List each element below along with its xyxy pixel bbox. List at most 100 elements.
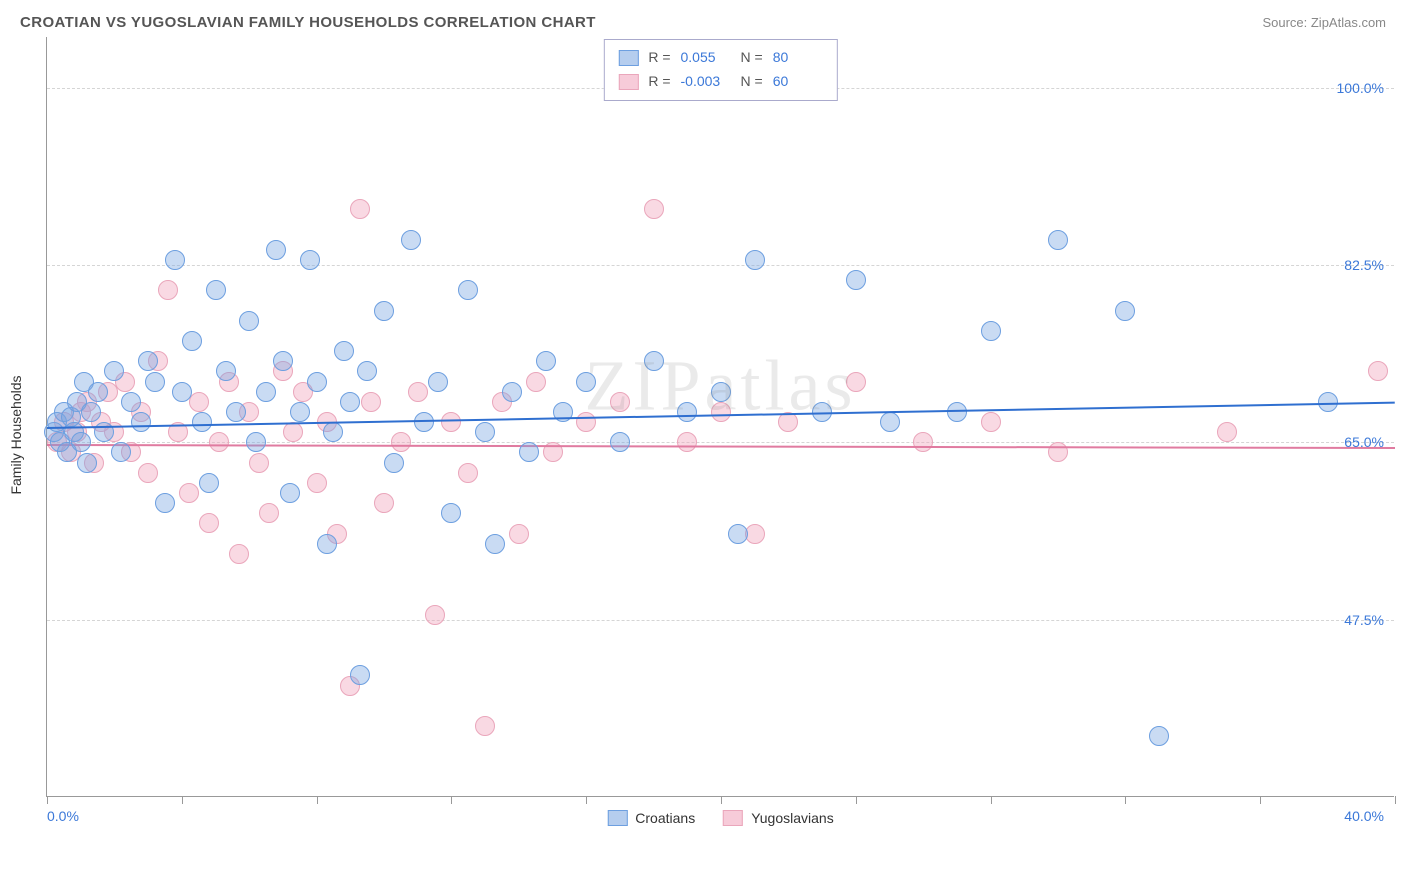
scatter-point — [340, 392, 360, 412]
x-tick — [721, 796, 722, 804]
chart-container: Family Households ZIPatlas R = 0.055 N =… — [46, 37, 1394, 833]
scatter-point — [334, 341, 354, 361]
scatter-point — [610, 432, 630, 452]
scatter-point — [307, 473, 327, 493]
x-tick — [586, 796, 587, 804]
scatter-point — [576, 372, 596, 392]
scatter-point — [273, 351, 293, 371]
scatter-point — [283, 422, 303, 442]
scatter-point — [374, 493, 394, 513]
scatter-point — [104, 361, 124, 381]
x-tick — [856, 796, 857, 804]
scatter-point — [266, 240, 286, 260]
scatter-point — [350, 199, 370, 219]
scatter-point — [441, 503, 461, 523]
x-max-label: 40.0% — [1344, 808, 1384, 824]
scatter-point — [576, 412, 596, 432]
grid-line — [47, 265, 1394, 266]
scatter-point — [846, 270, 866, 290]
scatter-point — [425, 605, 445, 625]
grid-line — [47, 620, 1394, 621]
legend-stats-row-a: R = 0.055 N = 80 — [618, 46, 822, 70]
scatter-point — [192, 412, 212, 432]
scatter-point — [428, 372, 448, 392]
scatter-point — [414, 412, 434, 432]
scatter-point — [249, 453, 269, 473]
scatter-point — [357, 361, 377, 381]
scatter-point — [138, 351, 158, 371]
scatter-point — [280, 483, 300, 503]
scatter-point — [1048, 230, 1068, 250]
swatch-a-icon — [607, 810, 627, 826]
scatter-point — [189, 392, 209, 412]
scatter-point — [401, 230, 421, 250]
scatter-point — [644, 199, 664, 219]
swatch-b-icon — [723, 810, 743, 826]
scatter-point — [677, 402, 697, 422]
scatter-point — [644, 351, 664, 371]
scatter-point — [1368, 361, 1388, 381]
swatch-b-icon — [618, 74, 638, 90]
scatter-point — [458, 463, 478, 483]
stat-n-value-b: 60 — [773, 70, 823, 94]
x-tick — [991, 796, 992, 804]
scatter-point — [745, 250, 765, 270]
stat-r-label-a: R = — [648, 46, 670, 70]
stat-n-value-a: 80 — [773, 46, 823, 70]
scatter-point — [981, 321, 1001, 341]
scatter-point — [350, 665, 370, 685]
scatter-point — [711, 402, 731, 422]
scatter-point — [145, 372, 165, 392]
scatter-point — [216, 361, 236, 381]
scatter-point — [172, 382, 192, 402]
scatter-point — [300, 250, 320, 270]
scatter-point — [246, 432, 266, 452]
x-tick — [47, 796, 48, 804]
scatter-point — [502, 382, 522, 402]
scatter-point — [1115, 301, 1135, 321]
scatter-point — [259, 503, 279, 523]
scatter-point — [131, 412, 151, 432]
scatter-point — [880, 412, 900, 432]
y-tick-label: 47.5% — [1344, 612, 1384, 628]
scatter-point — [158, 280, 178, 300]
scatter-point — [165, 250, 185, 270]
x-tick — [1260, 796, 1261, 804]
stat-r-value-b: -0.003 — [681, 70, 731, 94]
scatter-point — [458, 280, 478, 300]
scatter-point — [199, 513, 219, 533]
x-origin-label: 0.0% — [47, 808, 79, 824]
legend-stats-box: R = 0.055 N = 80 R = -0.003 N = 60 — [603, 39, 837, 101]
scatter-point — [111, 442, 131, 462]
scatter-point — [77, 453, 97, 473]
scatter-point — [391, 432, 411, 452]
chart-title: CROATIAN VS YUGOSLAVIAN FAMILY HOUSEHOLD… — [20, 14, 596, 31]
scatter-point — [81, 402, 101, 422]
stat-r-value-a: 0.055 — [681, 46, 731, 70]
legend-bottom: Croatians Yugoslavians — [607, 810, 833, 826]
x-tick — [1125, 796, 1126, 804]
scatter-point — [519, 442, 539, 462]
y-tick-label: 100.0% — [1337, 80, 1384, 96]
scatter-point — [475, 422, 495, 442]
scatter-point — [307, 372, 327, 392]
scatter-point — [226, 402, 246, 422]
stat-n-label-a: N = — [741, 46, 763, 70]
scatter-point — [361, 392, 381, 412]
scatter-point — [290, 402, 310, 422]
scatter-point — [526, 372, 546, 392]
swatch-a-icon — [618, 50, 638, 66]
scatter-point — [475, 716, 495, 736]
scatter-point — [536, 351, 556, 371]
x-tick — [451, 796, 452, 804]
legend-label-a: Croatians — [635, 810, 695, 826]
scatter-point — [239, 311, 259, 331]
scatter-point — [71, 432, 91, 452]
scatter-point — [229, 544, 249, 564]
source-label: Source: ZipAtlas.com — [1262, 15, 1386, 30]
scatter-point — [981, 412, 1001, 432]
scatter-point — [374, 301, 394, 321]
scatter-point — [441, 412, 461, 432]
scatter-point — [846, 372, 866, 392]
scatter-point — [317, 534, 337, 554]
